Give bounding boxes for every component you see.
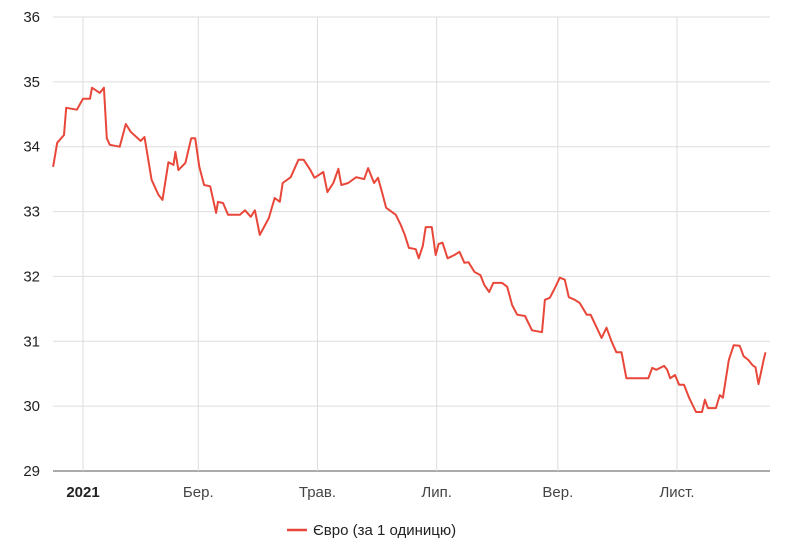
y-tick-label: 32	[23, 268, 40, 285]
x-axis-ticks: 2021 Бер. Трав. Лип. Вер. Лист.	[66, 484, 694, 501]
y-tick-label: 34	[23, 139, 40, 156]
y-tick-label: 36	[23, 9, 40, 26]
y-axis-ticks: 29 30 31 32 33 34 35 36	[23, 9, 40, 480]
x-tick-label: 2021	[66, 484, 99, 501]
legend[interactable]: Євро (за 1 одиницю)	[287, 522, 456, 539]
x-tick-label: Лист.	[659, 484, 694, 501]
y-tick-label: 33	[23, 204, 40, 221]
x-tick-label: Вер.	[542, 484, 573, 501]
gridlines	[53, 16, 770, 472]
legend-label: Євро (за 1 одиницю)	[313, 522, 456, 539]
x-tick-label: Трав.	[299, 484, 336, 501]
y-tick-label: 35	[23, 74, 40, 91]
series-layer	[52, 86, 767, 413]
x-tick-label: Бер.	[183, 484, 214, 501]
y-tick-label: 31	[23, 333, 40, 350]
x-tick-label: Лип.	[421, 484, 452, 501]
y-tick-label: 30	[23, 398, 40, 415]
series-line-euro	[52, 86, 767, 413]
y-tick-label: 29	[23, 463, 40, 480]
